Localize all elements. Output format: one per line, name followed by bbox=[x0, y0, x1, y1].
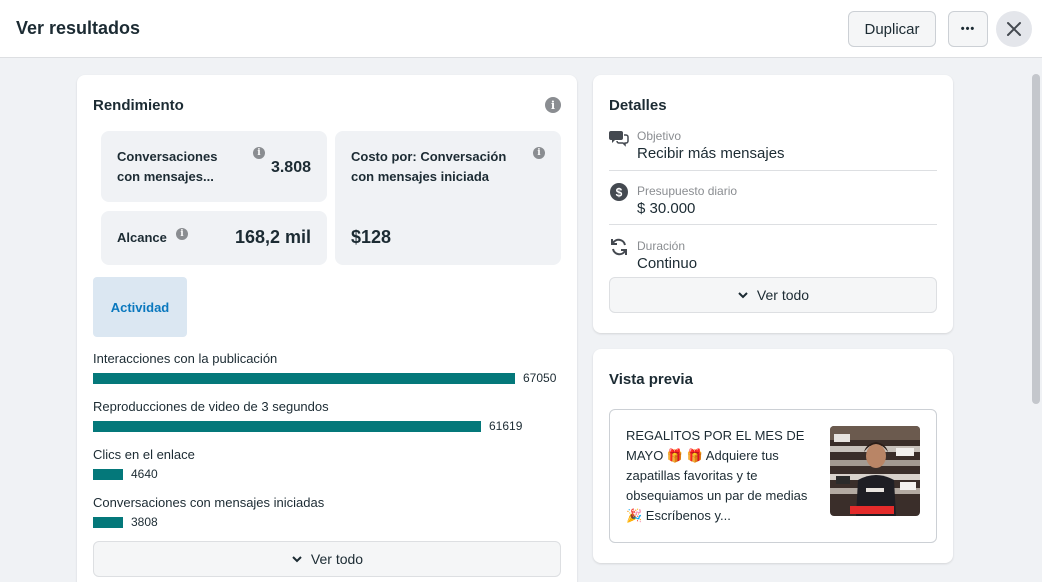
performance-title: Rendimiento bbox=[93, 97, 184, 114]
ad-preview-thumbnail bbox=[830, 426, 920, 516]
detail-value: Continuo bbox=[637, 255, 698, 272]
detail-label: Presupuesto diario bbox=[637, 184, 738, 198]
activity-label: Conversaciones con mensajes iniciadas bbox=[93, 495, 325, 510]
activity-value: 4640 bbox=[131, 467, 158, 481]
activity-label: Reproducciones de video de 3 segundos bbox=[93, 399, 329, 414]
detail-value: Recibir más mensajes bbox=[637, 145, 785, 162]
svg-text:$: $ bbox=[616, 186, 623, 200]
refresh-icon bbox=[611, 238, 627, 256]
activity-bar bbox=[93, 421, 481, 432]
dollar-circle-icon: $ bbox=[610, 183, 628, 201]
metric-value: 168,2 mil bbox=[234, 227, 311, 247]
activity-label: Clics en el enlace bbox=[93, 447, 195, 462]
preview-title: Vista previa bbox=[609, 371, 693, 388]
page-title: Ver resultados bbox=[16, 18, 141, 38]
performance-card: Rendimiento i Conversaciones con mensaje… bbox=[77, 75, 577, 582]
detail-value: $ 30.000 bbox=[637, 200, 696, 217]
chevron-down-icon bbox=[738, 292, 748, 299]
metric-cost-per-conversation[interactable]: Costo por: Conversación con mensajes ini… bbox=[335, 131, 561, 265]
close-button[interactable] bbox=[996, 11, 1032, 47]
tab-activity[interactable]: Actividad bbox=[93, 277, 187, 337]
more-options-button[interactable]: ••• bbox=[948, 11, 988, 47]
see-all-label: Ver todo bbox=[756, 287, 810, 303]
metric-conversations[interactable]: Conversaciones con mensajes... i 3.808 bbox=[101, 131, 327, 202]
chat-bubbles-icon bbox=[609, 131, 629, 147]
metric-value: $128 bbox=[351, 227, 392, 247]
activity-value: 67050 bbox=[523, 371, 557, 385]
info-icon[interactable]: i bbox=[533, 147, 545, 159]
see-all-details-button[interactable]: Ver todo bbox=[609, 277, 937, 313]
activity-label: Interacciones con la publicación bbox=[93, 351, 278, 366]
divider bbox=[609, 170, 937, 171]
ad-preview[interactable]: REGALITOS POR EL MES DE MAYO 🎁 🎁 Adquier… bbox=[609, 409, 937, 543]
more-icon: ••• bbox=[960, 23, 976, 35]
header-bar: Ver resultados Duplicar ••• bbox=[0, 0, 1042, 58]
info-icon[interactable]: i bbox=[176, 228, 188, 240]
duplicate-button[interactable]: Duplicar bbox=[848, 11, 936, 47]
detail-label: Duración bbox=[637, 239, 686, 253]
details-title: Detalles bbox=[609, 97, 667, 114]
activity-bar bbox=[93, 373, 515, 384]
see-all-label: Ver todo bbox=[310, 551, 364, 567]
metric-value: 3.808 bbox=[270, 159, 311, 176]
metric-label: Conversaciones con mensajes... bbox=[117, 149, 218, 184]
info-icon[interactable]: i bbox=[253, 147, 265, 159]
detail-label: Objetivo bbox=[637, 129, 682, 143]
close-icon bbox=[1007, 22, 1021, 36]
chevron-down-icon bbox=[292, 556, 302, 563]
ad-thumbnail-image bbox=[830, 426, 920, 516]
details-card: Detalles Objetivo Recibir más mensajes $… bbox=[593, 75, 953, 333]
ad-preview-text: REGALITOS POR EL MES DE MAYO 🎁 🎁 Adquier… bbox=[626, 428, 808, 523]
activity-value: 3808 bbox=[131, 515, 158, 529]
metric-label: Alcance bbox=[117, 230, 167, 245]
preview-card: Vista previa REGALITOS POR EL MES DE MAY… bbox=[593, 349, 953, 563]
see-all-activity-button[interactable]: Ver todo bbox=[93, 541, 561, 577]
metric-reach[interactable]: Alcance i 168,2 mil bbox=[101, 211, 327, 265]
info-icon[interactable]: i bbox=[545, 97, 561, 113]
scrollbar-thumb[interactable] bbox=[1032, 74, 1040, 404]
activity-bar bbox=[93, 469, 123, 480]
divider bbox=[609, 224, 937, 225]
activity-value: 61619 bbox=[489, 419, 523, 433]
metric-label: Costo por: Conversación con mensajes ini… bbox=[351, 149, 507, 184]
activity-bar bbox=[93, 517, 123, 528]
